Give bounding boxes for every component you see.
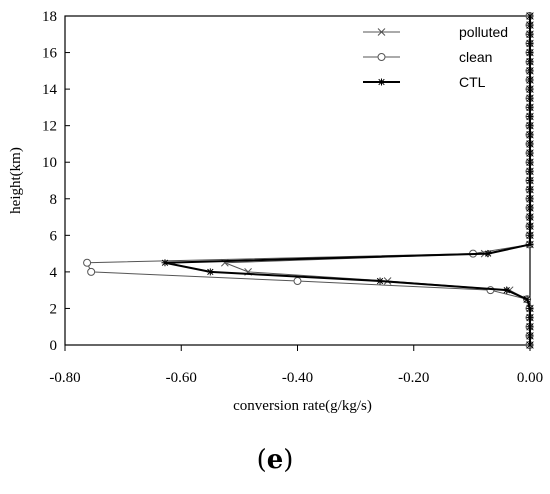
data-point <box>526 332 534 340</box>
data-point <box>526 158 534 166</box>
x-tick-label: -0.80 <box>49 370 80 386</box>
legend-marker <box>377 28 386 36</box>
y-tick-label: 10 <box>42 155 57 171</box>
series-group <box>83 12 534 349</box>
legend-label: clean <box>459 49 492 65</box>
data-point <box>526 304 534 312</box>
series-line <box>164 16 531 345</box>
data-point <box>526 85 534 93</box>
data-point <box>526 39 534 47</box>
data-point <box>526 222 534 230</box>
x-tick-label: -0.60 <box>166 370 197 386</box>
data-point <box>526 167 534 175</box>
data-point <box>526 341 534 349</box>
data-point <box>526 186 534 194</box>
data-point <box>376 277 384 285</box>
y-tick-label: 2 <box>50 301 58 317</box>
x-tick-label: 0.00 <box>517 370 543 386</box>
x-tick-label: -0.20 <box>398 370 429 386</box>
data-point <box>526 49 534 57</box>
data-point <box>206 268 214 276</box>
data-point <box>526 113 534 121</box>
data-point <box>526 240 534 248</box>
y-tick-label: 6 <box>50 228 58 244</box>
legend-item-ctl: CTL <box>363 74 486 90</box>
axes: 0 2 4 6 8 10 12 14 16 18 -0.80 -0.60 -0.40 -0.20 0.00 <box>42 9 543 386</box>
data-point <box>484 250 492 258</box>
data-point <box>87 267 96 276</box>
data-point <box>503 286 511 294</box>
data-point <box>526 76 534 84</box>
series-line <box>224 16 531 345</box>
y-tick-label: 14 <box>42 82 58 98</box>
y-tick-label: 4 <box>50 265 58 281</box>
plot-frame <box>64 15 531 346</box>
data-point <box>526 323 534 331</box>
data-point <box>526 213 534 221</box>
data-point <box>526 103 534 111</box>
data-point <box>526 94 534 102</box>
x-axis-label: conversion rate(g/kg/s) <box>233 398 372 414</box>
data-point <box>83 258 92 267</box>
series-ctl <box>161 12 534 349</box>
data-point <box>293 277 302 286</box>
legend-label: CTL <box>459 74 486 90</box>
y-tick-label: 18 <box>42 9 57 25</box>
legend: polluted clean CTL <box>363 24 508 90</box>
x-tick-label: -0.40 <box>282 370 313 386</box>
data-point <box>526 231 534 239</box>
data-point <box>526 149 534 157</box>
y-tick-label: 0 <box>50 338 58 354</box>
data-point <box>526 12 534 20</box>
panel-label-letter: e <box>266 445 284 475</box>
y-tick-label: 8 <box>50 192 58 208</box>
panel-label: (e) <box>0 445 550 475</box>
data-point <box>526 195 534 203</box>
legend-marker <box>377 53 386 61</box>
data-point <box>526 122 534 130</box>
data-point <box>161 259 169 267</box>
data-point <box>526 131 534 139</box>
legend-label: polluted <box>459 24 508 40</box>
data-point <box>526 314 534 322</box>
legend-item-clean: clean <box>363 49 492 65</box>
legend-item-polluted: polluted <box>363 24 508 40</box>
data-point <box>526 67 534 75</box>
data-point <box>523 295 531 303</box>
y-axis-label: height(km) <box>8 147 24 214</box>
legend-marker <box>378 78 385 86</box>
data-point <box>526 140 534 148</box>
y-tick-label: 16 <box>42 46 58 62</box>
data-point <box>526 177 534 184</box>
y-tick-label: 12 <box>42 119 57 135</box>
data-point <box>526 204 534 212</box>
panel-label-open: ( <box>256 445 267 475</box>
data-point <box>526 21 534 29</box>
data-point <box>526 58 534 66</box>
data-point <box>526 30 534 38</box>
panel-label-close: ) <box>283 445 294 475</box>
series-line <box>86 16 531 345</box>
